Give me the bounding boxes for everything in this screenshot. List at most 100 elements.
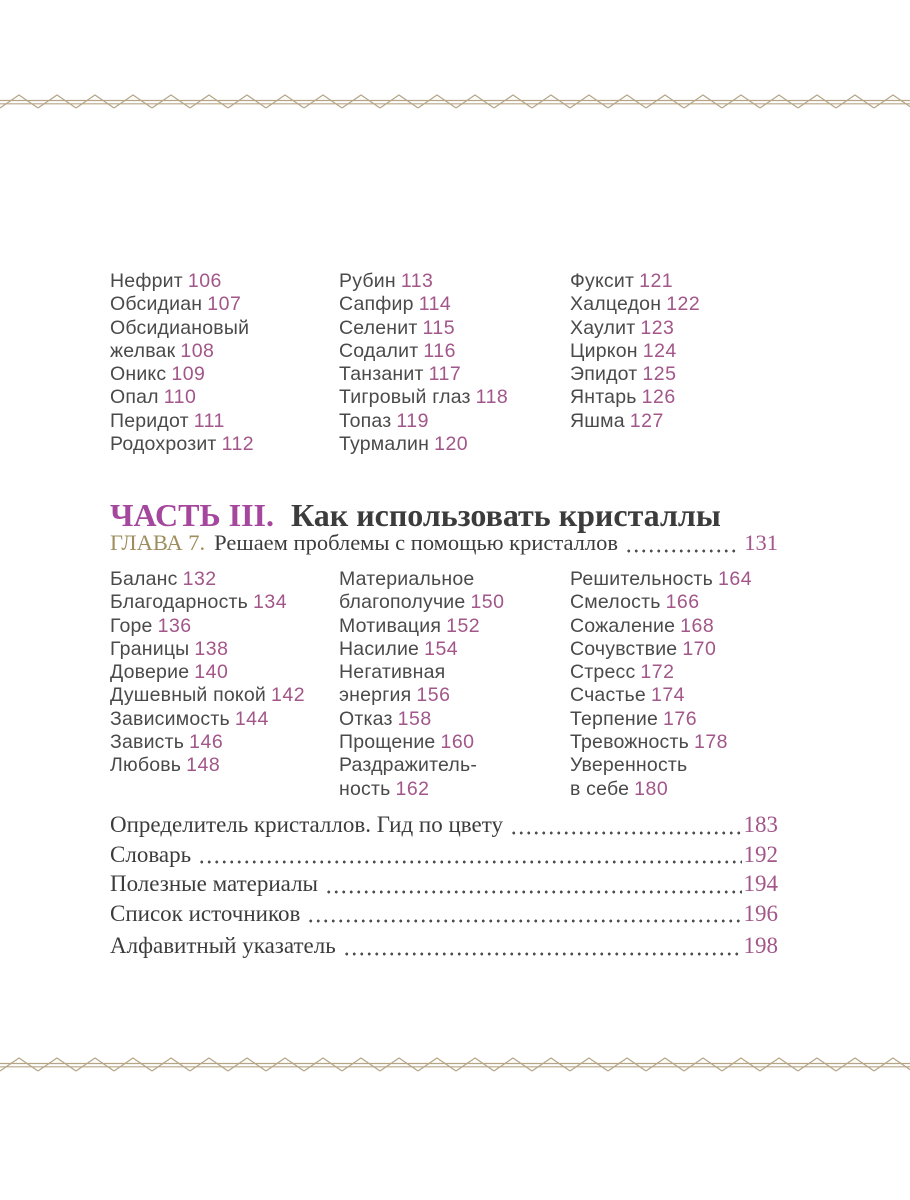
entry-page-number: 150	[470, 591, 505, 614]
toc-entry: Тревожность 178	[570, 731, 798, 754]
backmatter-row: Список источников 196	[110, 899, 778, 929]
entry-page-number: 122	[666, 293, 701, 316]
backmatter-page-number: 192	[743, 841, 779, 867]
entry-page-number: 108	[180, 339, 215, 362]
toc-entry: Горе 136	[110, 615, 338, 638]
part-heading: ЧАСТЬ III. Как использовать кристаллы	[110, 495, 800, 535]
entry-page-number: 115	[422, 316, 456, 339]
entry-page-number: 152	[446, 614, 481, 637]
entry-label: Горе	[110, 614, 153, 637]
entry-label: Нефрит	[110, 270, 183, 292]
topics-index: Баланс 132 Благодарность 134 Горе 136 Границы 1…	[110, 568, 800, 801]
toc-entry: Зависимость 144	[110, 708, 338, 731]
entry-page-number: 125	[642, 363, 677, 386]
entry-page-number: 109	[171, 363, 206, 386]
toc-entry: Раздражитель- ность 162	[339, 754, 569, 801]
entry-label: Перидот	[110, 409, 189, 432]
entry-page-number: 168	[680, 614, 715, 637]
entry-page-number: 123	[640, 316, 675, 339]
entry-label: Сапфир	[339, 293, 414, 316]
backmatter-label: Полезные материалы	[110, 871, 318, 896]
chapter-row: ГЛАВА 7. Решаем проблемы с помощью крист…	[110, 528, 778, 558]
entry-page-number: 107	[207, 293, 242, 316]
entry-page-number: 126	[641, 386, 676, 409]
toc-entry: Стресс 172	[570, 661, 798, 684]
backmatter-row: Словарь 192	[110, 840, 778, 870]
backmatter-label: Алфавитный указатель	[110, 933, 336, 958]
entry-label: Оникс	[110, 363, 167, 386]
toc-entry: Нефрит 106	[110, 270, 338, 293]
entry-page-number: 132	[182, 568, 217, 590]
dot-leader	[198, 859, 742, 865]
entry-page-number: 113	[400, 270, 434, 292]
toc-entry: Обсидиан 107	[110, 293, 338, 316]
entry-label: Границы	[110, 637, 190, 660]
entry-page-number: 140	[194, 661, 229, 684]
dot-leader	[342, 950, 742, 957]
dot-leader	[624, 548, 740, 554]
entry-page-number: 106	[187, 270, 222, 292]
toc-entry: Оникс 109	[110, 363, 338, 386]
entry-label: Благодарность	[110, 591, 249, 614]
toc-entry: Родохрозит 112	[110, 433, 338, 456]
entry-page-number: 121	[639, 270, 674, 292]
entry-page-number: 110	[163, 386, 197, 409]
toc-entry: Сочувствие 170	[570, 638, 798, 661]
entry-label: Доверие	[110, 661, 190, 684]
entry-label: Зависть	[110, 731, 185, 754]
toc-entry: Доверие 140	[110, 661, 338, 684]
entry-label: Негативная энергия	[339, 661, 446, 707]
toc-entry: Уверенность в себе 180	[570, 754, 798, 801]
toc-entry: Благодарность 134	[110, 591, 338, 614]
entry-label: Уверенность в себе	[570, 754, 688, 800]
toc-entry: Зависть 146	[110, 731, 338, 754]
entry-label: Обсидиан	[110, 293, 203, 316]
toc-entry: Границы 138	[110, 638, 338, 661]
toc-entry: Турмалин 120	[339, 433, 569, 456]
entry-page-number: 111	[193, 409, 225, 432]
entry-label: Опал	[110, 386, 159, 409]
toc-entry: Насилие 154	[339, 638, 569, 661]
topics-index-column-2: Материальное благополучие 150 Мотивация 152…	[339, 568, 569, 801]
dot-leader	[325, 888, 742, 895]
entry-label: Хаулит	[570, 316, 636, 339]
toc-entry: Терпение 176	[570, 708, 798, 731]
entry-label: Турмалин	[339, 433, 430, 456]
entry-label: Счастье	[570, 684, 646, 707]
entry-page-number: 134	[253, 591, 288, 614]
entry-page-number: 117	[428, 363, 462, 386]
entry-label: Содалит	[339, 339, 419, 362]
toc-entry: Опал 110	[110, 386, 338, 409]
backmatter-label: Словарь	[110, 841, 192, 867]
entry-page-number: 114	[418, 293, 452, 316]
entry-page-number: 160	[440, 731, 475, 754]
entry-label: Баланс	[110, 568, 178, 590]
entry-page-number: 142	[271, 684, 306, 707]
crystal-index: Нефрит 106 Обсидиан 107 Обсидиановый желвак 1…	[110, 270, 800, 456]
topics-index-column-1: Баланс 132 Благодарность 134 Горе 136 Границы 1…	[110, 568, 338, 801]
entry-page-number: 112	[221, 433, 255, 456]
dot-leader	[307, 918, 742, 924]
toc-entry: Циркон 124	[570, 340, 798, 363]
entry-label: Родохрозит	[110, 433, 217, 456]
topics-index-column-3: Решительность 164 Смелость 166 Сожаление 168 С…	[570, 568, 798, 801]
crystal-index-column-2: Рубин 113 Сапфир 114 Селенит 115 Содалит 116 Тан…	[339, 270, 569, 456]
toc-entry: Рубин 113	[339, 270, 569, 293]
entry-label: Любовь	[110, 754, 182, 777]
crystal-index-column-3: Фуксит 121 Халцедон 122 Хаулит 123 Циркон 124 Эп…	[570, 270, 798, 456]
entry-label: Решительность	[570, 568, 714, 590]
entry-page-number: 119	[396, 409, 429, 432]
dot-leader	[509, 829, 742, 836]
entry-label: Стресс	[570, 661, 636, 684]
toc-entry: Материальное благополучие 150	[339, 568, 569, 615]
entry-page-number: 172	[640, 661, 675, 684]
part-title: Как использовать кристаллы	[290, 497, 721, 534]
entry-label: Эпидот	[570, 363, 638, 386]
entry-label: Циркон	[570, 339, 638, 362]
backmatter-label: Список источников	[110, 900, 301, 926]
entry-label: Тревожность	[570, 731, 689, 754]
entry-page-number: 180	[634, 777, 669, 800]
toc-entry: Баланс 132	[110, 568, 338, 591]
toc-entry: Топаз 119	[339, 410, 569, 433]
